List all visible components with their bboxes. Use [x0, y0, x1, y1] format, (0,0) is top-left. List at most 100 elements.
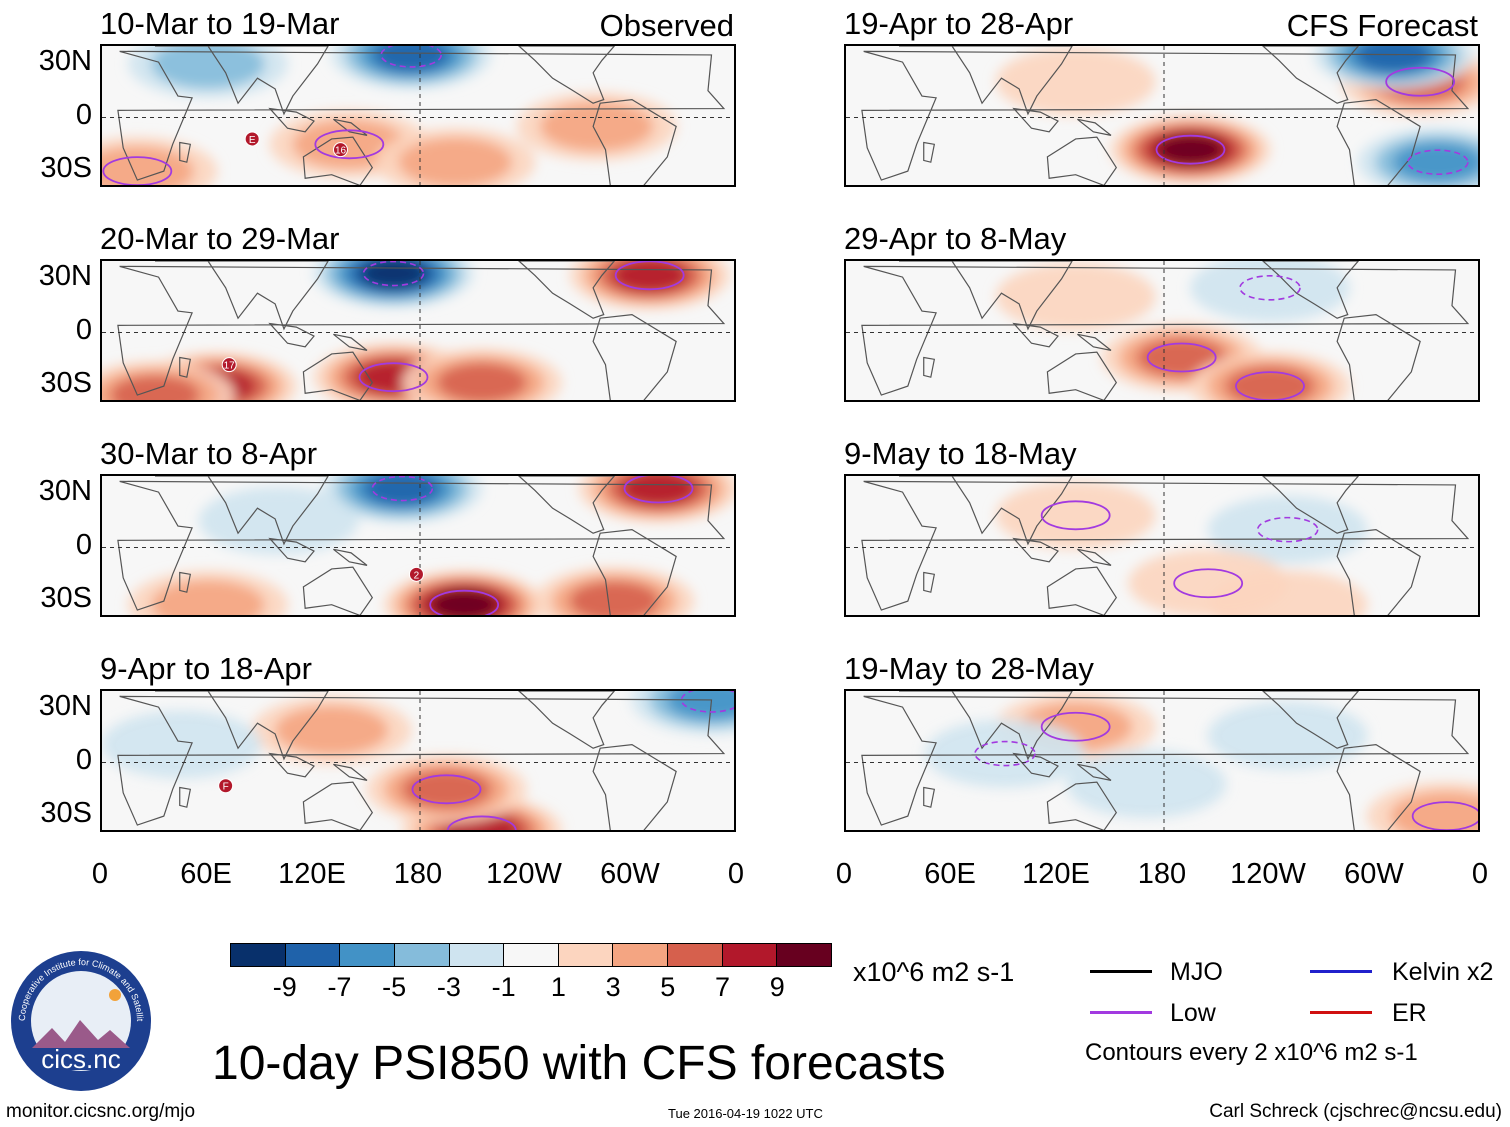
x-tick-label: 60W: [600, 858, 660, 890]
coastline: [592, 529, 677, 615]
coastline: [1336, 99, 1421, 185]
colorbar-swatch: [777, 944, 832, 966]
coastline: [518, 46, 616, 104]
panel-map: [846, 261, 1478, 400]
coastline: [333, 333, 368, 351]
anomaly-blob: [666, 691, 734, 720]
coastline: [333, 763, 368, 781]
anomaly-blob: [436, 362, 527, 400]
coastline: [899, 261, 1073, 331]
coastline: [268, 752, 315, 778]
panel-map: 2: [102, 476, 734, 615]
colorbar-swatch: [558, 944, 614, 966]
low-contour: [411, 774, 482, 805]
panel-period-title: 30-Mar to 8-Apr: [100, 436, 318, 471]
y-tick-label: 30N: [38, 474, 92, 507]
y-tick-label: 30N: [38, 259, 92, 292]
anomaly-blob: [1207, 495, 1368, 564]
panel-period-title: 10-Mar to 19-Mar: [100, 6, 340, 41]
anomaly-blob: [430, 589, 498, 615]
coastline: [923, 356, 936, 378]
anomaly-blob: [110, 375, 200, 400]
anomaly-blob: [1157, 134, 1224, 166]
coastline: [899, 476, 1073, 546]
coastline: [1262, 261, 1360, 319]
storm-label: F: [223, 782, 229, 793]
coastline: [333, 548, 368, 566]
anomaly-blob: [925, 719, 1085, 788]
colorbar-swatch: [504, 944, 559, 966]
coastline: [117, 50, 726, 181]
coastline: [592, 99, 677, 185]
low-contour-dashed: [362, 261, 425, 287]
coastline: [117, 480, 726, 611]
coastline: [861, 265, 1470, 396]
low-contour-dashed: [1239, 275, 1301, 301]
coastline: [1046, 566, 1118, 615]
anomaly-blob: [1392, 142, 1478, 183]
x-tick-label: 180: [393, 858, 443, 890]
colorbar-tick-label: 9: [769, 972, 785, 1002]
units-label: x10^6 m2 s-1: [853, 957, 1015, 987]
coastline: [923, 571, 936, 593]
legend-label-kelvin: Kelvin x2: [1392, 958, 1494, 986]
x-tick-label: 120E: [1022, 858, 1090, 890]
low-contour: [358, 362, 429, 393]
low-contour: [1173, 568, 1244, 599]
coastline: [302, 566, 374, 615]
coastline: [333, 118, 368, 136]
coastline: [268, 322, 315, 348]
legend-line-low: [1090, 1011, 1152, 1014]
anomaly-blob: [1225, 366, 1315, 400]
low-contour: [1385, 66, 1456, 97]
y-tick-label: 0: [75, 743, 92, 776]
anomaly-blob: [151, 46, 265, 89]
storm-label: E: [249, 135, 256, 146]
coastline: [117, 695, 726, 826]
coastline: [1336, 529, 1421, 615]
coastline: [861, 50, 1470, 181]
panel-period-title: 29-Apr to 8-May: [844, 221, 1067, 256]
storm-label: 17: [224, 361, 236, 372]
colorbar-swatch: [668, 944, 723, 966]
forecast-panel: [844, 689, 1480, 832]
y-tick-label: 30S: [40, 367, 92, 400]
coastline: [592, 314, 677, 400]
coastline: [1012, 107, 1059, 133]
x-tick-label: 120W: [486, 858, 562, 890]
coastline: [518, 476, 616, 534]
legend-line-kelvin: [1310, 970, 1372, 973]
low-contour: [1235, 371, 1305, 400]
colorbar-swatch: [285, 944, 341, 966]
coastline: [268, 537, 315, 563]
anomaly-blob: [102, 710, 262, 779]
coastline: [179, 571, 192, 593]
colorbar-tick-label: -7: [327, 972, 352, 1002]
panel-period-title: 9-Apr to 18-Apr: [100, 651, 312, 686]
coastline: [1262, 691, 1360, 749]
coastline: [155, 476, 329, 546]
contour-note: Contours every 2 x10^6 m2 s-1: [1085, 1039, 1418, 1066]
coastline: [179, 356, 192, 378]
anomaly-blob: [1355, 46, 1432, 73]
anomaly-blob: [275, 705, 389, 755]
x-tick-label: 0: [835, 858, 853, 890]
y-tick-label: 30S: [40, 582, 92, 615]
y-tick-label: 30S: [40, 797, 92, 830]
low-contour-dashed: [380, 46, 442, 68]
anomaly-blob: [995, 47, 1156, 116]
y-tick-label: 30S: [40, 152, 92, 185]
colorbar-tick-label: -3: [436, 972, 461, 1002]
x-tick-label: 120E: [278, 858, 346, 890]
coastline: [155, 691, 329, 761]
y-tick-label: 0: [75, 528, 92, 561]
coastline: [1262, 476, 1360, 534]
storm-label: 16: [335, 146, 347, 157]
coastline: [1077, 118, 1112, 136]
coastline: [302, 351, 374, 400]
forecast-panel: [844, 474, 1480, 617]
panel-period-title: 20-Mar to 29-Mar: [100, 221, 340, 256]
colorbar-tick-label: 1: [550, 972, 566, 1002]
panel-map: 17: [102, 261, 734, 400]
anomaly-blob: [995, 481, 1156, 550]
